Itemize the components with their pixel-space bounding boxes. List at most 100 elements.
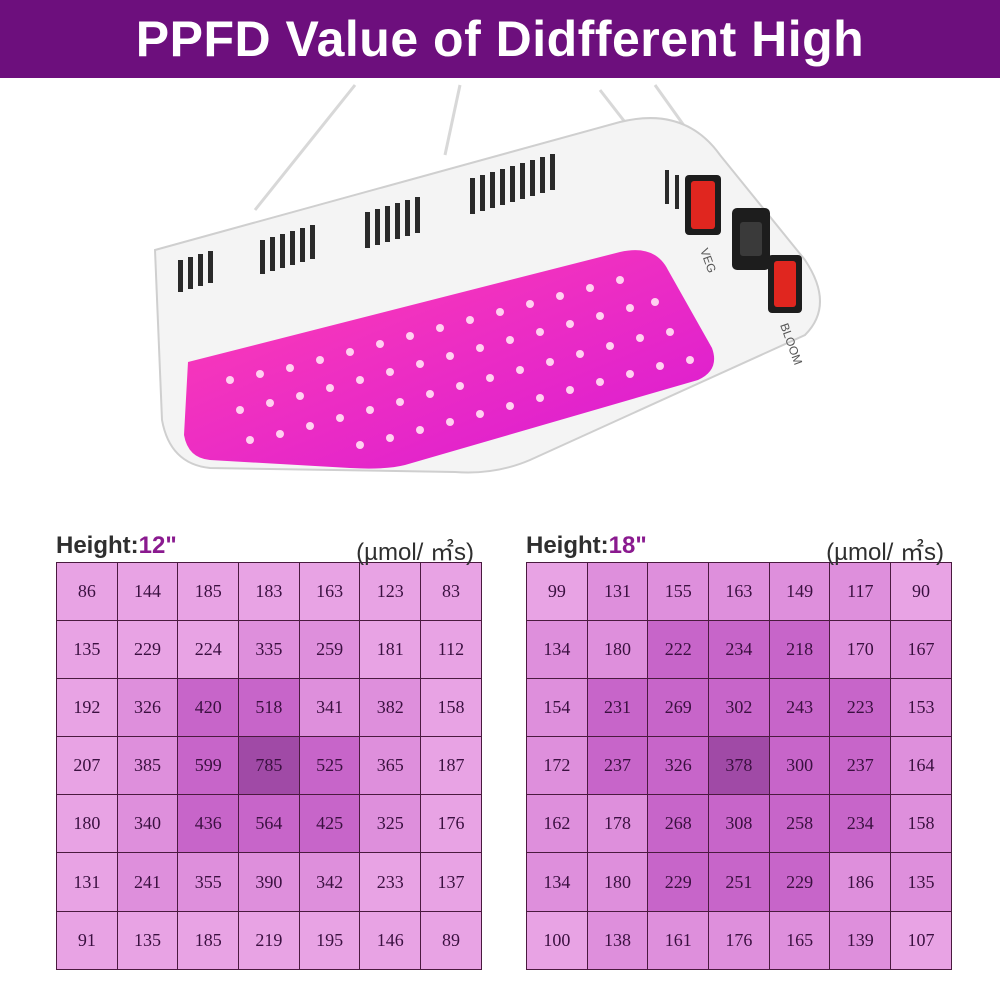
ppfd-cell: 218 — [768, 620, 831, 680]
height-label: Height:12" — [56, 532, 177, 559]
ppfd-panel-12in: Height:12" (µmol/ ㎡s) 86 144 185 183 163 123 8… — [56, 528, 482, 970]
title-banner: PPFD Value of Didfferent High — [0, 0, 1000, 78]
grid-row: 134 180 229 251 229 186 135 — [526, 852, 952, 912]
ppfd-cell: 134 — [526, 620, 588, 680]
ppfd-cell: 164 — [890, 736, 952, 796]
grow-light-image: VEG BLOOM — [153, 84, 821, 474]
ppfd-cell: 325 — [359, 794, 422, 854]
ppfd-cell: 390 — [238, 852, 300, 912]
ppfd-cell: 340 — [116, 794, 179, 854]
ppfd-cell: 436 — [177, 794, 240, 854]
grid-row: 135 229 224 335 259 181 112 — [56, 620, 482, 680]
ppfd-cell: 234 — [708, 620, 770, 680]
ppfd-cell: 163 — [298, 561, 361, 622]
ppfd-cell: 518 — [238, 678, 300, 738]
ppfd-cell: 241 — [116, 852, 179, 912]
led-dots — [226, 276, 694, 449]
ppfd-cell: 112 — [420, 620, 482, 680]
ppfd-cell: 420 — [177, 678, 240, 738]
ppfd-cell: 185 — [177, 561, 240, 622]
height-value: 12" — [138, 532, 177, 559]
ppfd-cell: 192 — [56, 678, 118, 738]
ppfd-cell: 525 — [298, 736, 361, 796]
ppfd-cell: 186 — [829, 852, 892, 912]
grid-row: 154 231 269 302 243 223 153 — [526, 678, 952, 738]
ppfd-cell: 107 — [890, 910, 952, 970]
ppfd-cell: 231 — [586, 678, 649, 738]
ppfd-cell: 180 — [586, 852, 649, 912]
ppfd-cell: 268 — [647, 794, 710, 854]
ppfd-cell: 308 — [708, 794, 770, 854]
ppfd-cell: 131 — [586, 561, 649, 622]
ppfd-cell: 158 — [420, 678, 482, 738]
ppfd-cell: 233 — [359, 852, 422, 912]
ppfd-cell: 134 — [526, 852, 588, 912]
power-socket — [732, 208, 770, 270]
grid-row: 134 180 222 234 218 170 167 — [526, 620, 952, 680]
panel-header: Height:12" (µmol/ ㎡s) — [56, 528, 474, 566]
ppfd-panel-18in: Height:18" (µmol/ ㎡s) 99 131 155 163 149 117 9… — [526, 528, 952, 970]
ppfd-cell: 139 — [829, 910, 892, 970]
ppfd-cell: 335 — [238, 620, 300, 680]
ppfd-cell: 153 — [890, 678, 952, 738]
ppfd-cell: 91 — [56, 910, 118, 970]
ppfd-cell: 167 — [890, 620, 952, 680]
ppfd-cell: 425 — [298, 794, 361, 854]
ppfd-cell: 176 — [708, 910, 770, 970]
ppfd-cell: 170 — [829, 620, 892, 680]
ppfd-cell: 183 — [238, 561, 300, 622]
ppfd-cell: 326 — [116, 678, 179, 738]
ppfd-cell: 237 — [829, 736, 892, 796]
ppfd-cell: 564 — [238, 794, 300, 854]
ppfd-cell: 195 — [298, 910, 361, 970]
ppfd-cell: 251 — [708, 852, 770, 912]
panel-header: Height:18" (µmol/ ㎡s) — [526, 528, 944, 566]
grid-row: 86 144 185 183 163 123 83 — [56, 561, 482, 622]
ppfd-cell: 224 — [177, 620, 240, 680]
ppfd-cell: 378 — [708, 736, 770, 796]
grid-row: 100 138 161 176 165 139 107 — [526, 910, 952, 970]
ppfd-cell: 259 — [298, 620, 361, 680]
ppfd-cell: 181 — [359, 620, 422, 680]
ppfd-cell: 229 — [647, 852, 710, 912]
grid-row: 172 237 326 378 300 237 164 — [526, 736, 952, 796]
ppfd-cell: 300 — [768, 736, 831, 796]
ppfd-cell: 223 — [829, 678, 892, 738]
ppfd-cell: 146 — [359, 910, 422, 970]
height-label: Height:18" — [526, 532, 647, 559]
grid-row: 99 131 155 163 149 117 90 — [526, 561, 952, 622]
ppfd-grid: 86 144 185 183 163 123 83 135 229 224 335 259 181 112… — [56, 561, 482, 970]
ppfd-cell: 135 — [890, 852, 952, 912]
ppfd-cell: 219 — [238, 910, 300, 970]
veg-switch: VEG — [685, 175, 721, 275]
grid-row: 162 178 268 308 258 234 158 — [526, 794, 952, 854]
ppfd-cell: 185 — [177, 910, 240, 970]
ppfd-cell: 180 — [56, 794, 118, 854]
ppfd-cell: 237 — [586, 736, 649, 796]
ppfd-cell: 599 — [177, 736, 240, 796]
grid-row: 192 326 420 518 341 382 158 — [56, 678, 482, 738]
ppfd-cell: 243 — [768, 678, 831, 738]
ppfd-cell: 135 — [56, 620, 118, 680]
ppfd-cell: 131 — [56, 852, 118, 912]
ppfd-cell: 180 — [586, 620, 649, 680]
unit-label: (µmol/ ㎡s) — [826, 539, 944, 566]
ppfd-grid: 99 131 155 163 149 117 90 134 180 222 234 218 170 167… — [526, 561, 952, 970]
ppfd-cell: 138 — [586, 910, 649, 970]
ppfd-cell: 385 — [116, 736, 179, 796]
ppfd-cell: 158 — [890, 794, 952, 854]
ppfd-cell: 178 — [586, 794, 649, 854]
ppfd-cell: 176 — [420, 794, 482, 854]
grid-row: 131 241 355 390 342 233 137 — [56, 852, 482, 912]
ppfd-cell: 117 — [829, 561, 892, 622]
ppfd-cell: 234 — [829, 794, 892, 854]
ppfd-cell: 135 — [116, 910, 179, 970]
ppfd-cell: 137 — [420, 852, 482, 912]
ppfd-cell: 99 — [526, 561, 588, 622]
ppfd-cell: 100 — [526, 910, 588, 970]
ppfd-cell: 161 — [647, 910, 710, 970]
ppfd-cell: 83 — [420, 561, 482, 622]
ppfd-cell: 222 — [647, 620, 710, 680]
ppfd-cell: 172 — [526, 736, 588, 796]
grid-row: 91 135 185 219 195 146 89 — [56, 910, 482, 970]
